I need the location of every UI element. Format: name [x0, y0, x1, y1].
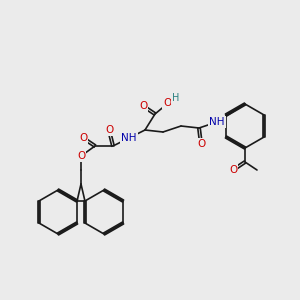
Text: NH: NH [209, 117, 225, 127]
Text: O: O [77, 151, 85, 161]
Text: O: O [139, 101, 147, 111]
Text: H: H [172, 93, 180, 103]
Text: O: O [79, 133, 87, 143]
Text: O: O [197, 139, 205, 149]
Text: O: O [229, 165, 237, 175]
Text: NH: NH [121, 133, 137, 143]
Text: O: O [163, 98, 171, 108]
Text: O: O [105, 125, 113, 135]
